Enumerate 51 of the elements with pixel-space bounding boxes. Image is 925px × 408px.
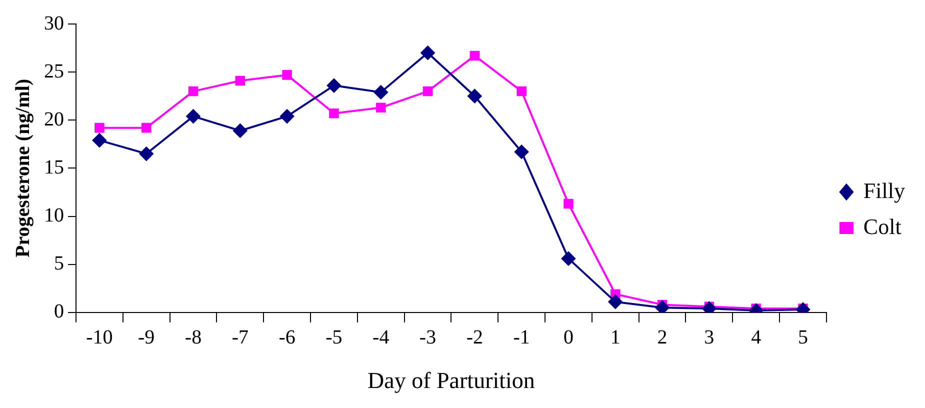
point — [374, 85, 388, 100]
x-tick-label: 4 — [751, 326, 762, 349]
y-tick-label: 30 — [44, 12, 64, 34]
x-tick-label: -1 — [513, 326, 530, 349]
y-tick-label: 10 — [44, 204, 64, 227]
x-tick-label: -6 — [278, 326, 296, 349]
y-axis-title: Progesterone (ng/ml) — [12, 78, 34, 258]
legend-label: Colt — [863, 214, 902, 239]
x-tick-label: 0 — [563, 326, 574, 349]
point — [326, 78, 341, 93]
y-tick-label: 15 — [44, 156, 64, 178]
x-tick-label: -2 — [466, 326, 483, 349]
x-tick-label: -10 — [86, 326, 113, 349]
x-tick-label: 1 — [610, 326, 620, 349]
legend-label: Filly — [863, 178, 906, 203]
point — [514, 144, 529, 159]
point — [420, 46, 435, 60]
point — [280, 109, 294, 124]
point — [422, 86, 433, 96]
point — [94, 122, 104, 133]
x-tick-label: 2 — [657, 326, 668, 349]
point — [329, 108, 339, 118]
x-tick-label: -9 — [138, 326, 155, 349]
x-tick-label: 5 — [798, 326, 808, 349]
point — [139, 146, 154, 161]
point — [235, 76, 246, 86]
point — [561, 252, 576, 266]
y-tick-label: 0 — [54, 300, 64, 323]
point — [655, 300, 670, 312]
x-axis-title: Day of Parturition — [368, 368, 536, 394]
x-tick-label: 3 — [704, 326, 714, 349]
x-tick-label: -8 — [184, 326, 202, 349]
y-tick-label: 20 — [44, 108, 64, 130]
point — [516, 86, 526, 96]
point — [564, 198, 574, 209]
x-tick-label: -5 — [326, 326, 342, 349]
point — [282, 70, 292, 80]
point — [376, 102, 386, 113]
point — [141, 122, 152, 133]
x-tick-label: -7 — [232, 326, 248, 349]
x-tick-label: -4 — [372, 326, 390, 349]
y-tick-label: 5 — [54, 252, 64, 275]
point — [188, 86, 198, 96]
y-tick-label: 25 — [44, 60, 64, 82]
point — [186, 109, 200, 124]
x-tick-label: -3 — [419, 326, 436, 349]
point — [608, 294, 622, 309]
point — [468, 89, 482, 104]
point — [92, 133, 106, 148]
point — [233, 124, 248, 138]
point — [470, 50, 480, 61]
